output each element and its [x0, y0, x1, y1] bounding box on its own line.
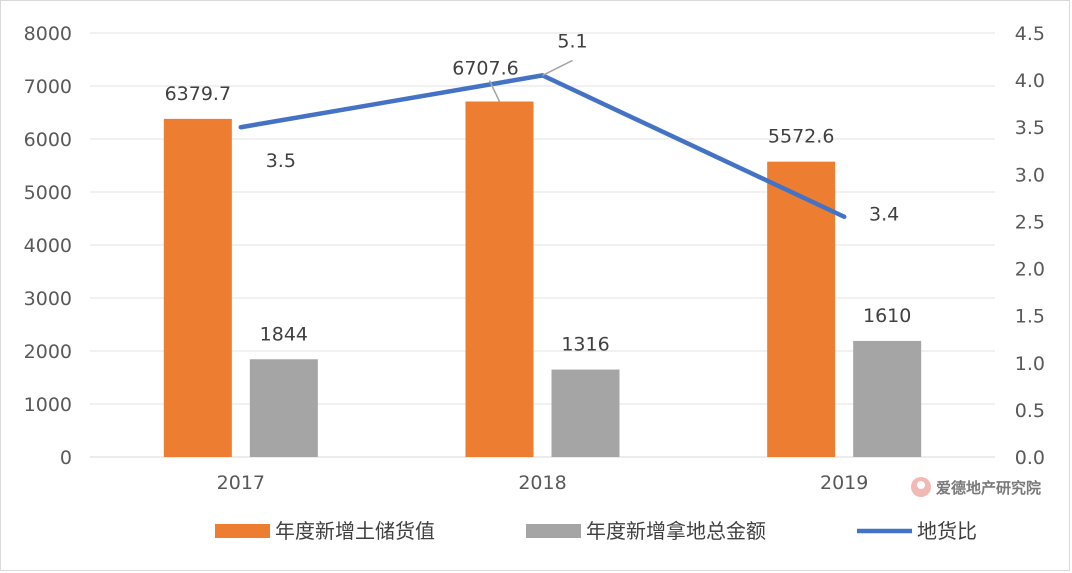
right-tick-label: 0.5	[1015, 400, 1045, 422]
bar	[551, 369, 620, 457]
bar-data-label: 5572.6	[768, 126, 834, 148]
left-tick-label: 6000	[24, 129, 72, 151]
legend-label: 年度新增土储货值	[275, 519, 435, 543]
left-tick-label: 3000	[24, 288, 72, 310]
category-label: 2018	[518, 472, 566, 494]
right-tick-label: 1.0	[1015, 353, 1045, 375]
legend-label: 地货比	[917, 519, 977, 543]
category-label: 2017	[217, 472, 265, 494]
bar-data-label: 1844	[260, 323, 308, 345]
line-data-label: 3.5	[266, 150, 296, 172]
right-tick-label: 0.0	[1015, 447, 1045, 469]
line-path	[238, 73, 847, 219]
line-point	[842, 214, 847, 219]
left-tick-label: 7000	[24, 76, 72, 98]
right-tick-label: 4.0	[1015, 70, 1045, 92]
category-label: 2019	[820, 472, 868, 494]
left-tick-label: 0	[60, 447, 72, 469]
left-tick-label: 5000	[24, 182, 72, 204]
right-tick-label: 2.5	[1015, 211, 1045, 233]
line-point	[238, 125, 243, 130]
bar	[767, 161, 836, 457]
line-data-label: 5.1	[557, 30, 587, 52]
bar	[163, 118, 232, 457]
bar	[853, 340, 922, 457]
legend-label: 年度新增拿地总金额	[586, 519, 766, 543]
data-labels: 6379.7 6707.6 5572.6 1844 1316 1610 3.5 5.1 3.4	[165, 30, 912, 355]
left-tick-label: 1000	[24, 394, 72, 416]
line-data-label: 3.4	[869, 204, 899, 226]
right-tick-label: 1.5	[1015, 306, 1045, 328]
left-axis: 0 1000 2000 3000 4000 5000 6000 7000 8000	[24, 23, 72, 469]
bar-data-label: 1610	[863, 305, 911, 327]
category-axis: 2017 2018 2019	[217, 472, 869, 494]
bar-data-label: 6379.7	[165, 83, 231, 105]
watermark: 爱德地产研究院	[911, 477, 1041, 497]
legend-swatch	[526, 524, 581, 538]
pin-icon-dot	[917, 481, 925, 489]
bar-data-label: 6707.6	[452, 57, 518, 79]
right-tick-label: 2.0	[1015, 259, 1045, 281]
watermark-text: 爱德地产研究院	[936, 479, 1041, 497]
bar	[465, 101, 534, 458]
left-tick-label: 8000	[24, 23, 72, 45]
bar-series	[163, 101, 922, 458]
right-tick-label: 3.0	[1015, 164, 1045, 186]
legend: 年度新增土储货值 年度新增拿地总金额 地货比	[215, 519, 977, 543]
gridlines	[90, 32, 995, 458]
left-tick-label: 2000	[24, 341, 72, 363]
line-series	[238, 73, 847, 219]
right-tick-label: 3.5	[1015, 117, 1045, 139]
leader-line	[542, 59, 573, 77]
left-tick-label: 4000	[24, 235, 72, 257]
bar	[249, 359, 318, 457]
leader-line	[488, 80, 501, 102]
right-axis: 0.0 0.5 1.0 1.5 2.0 2.5 3.0 3.5 4.0 4.5	[1015, 23, 1045, 469]
right-tick-label: 4.5	[1015, 23, 1045, 45]
bar-data-label: 1316	[561, 334, 609, 356]
legend-swatch	[215, 524, 270, 538]
